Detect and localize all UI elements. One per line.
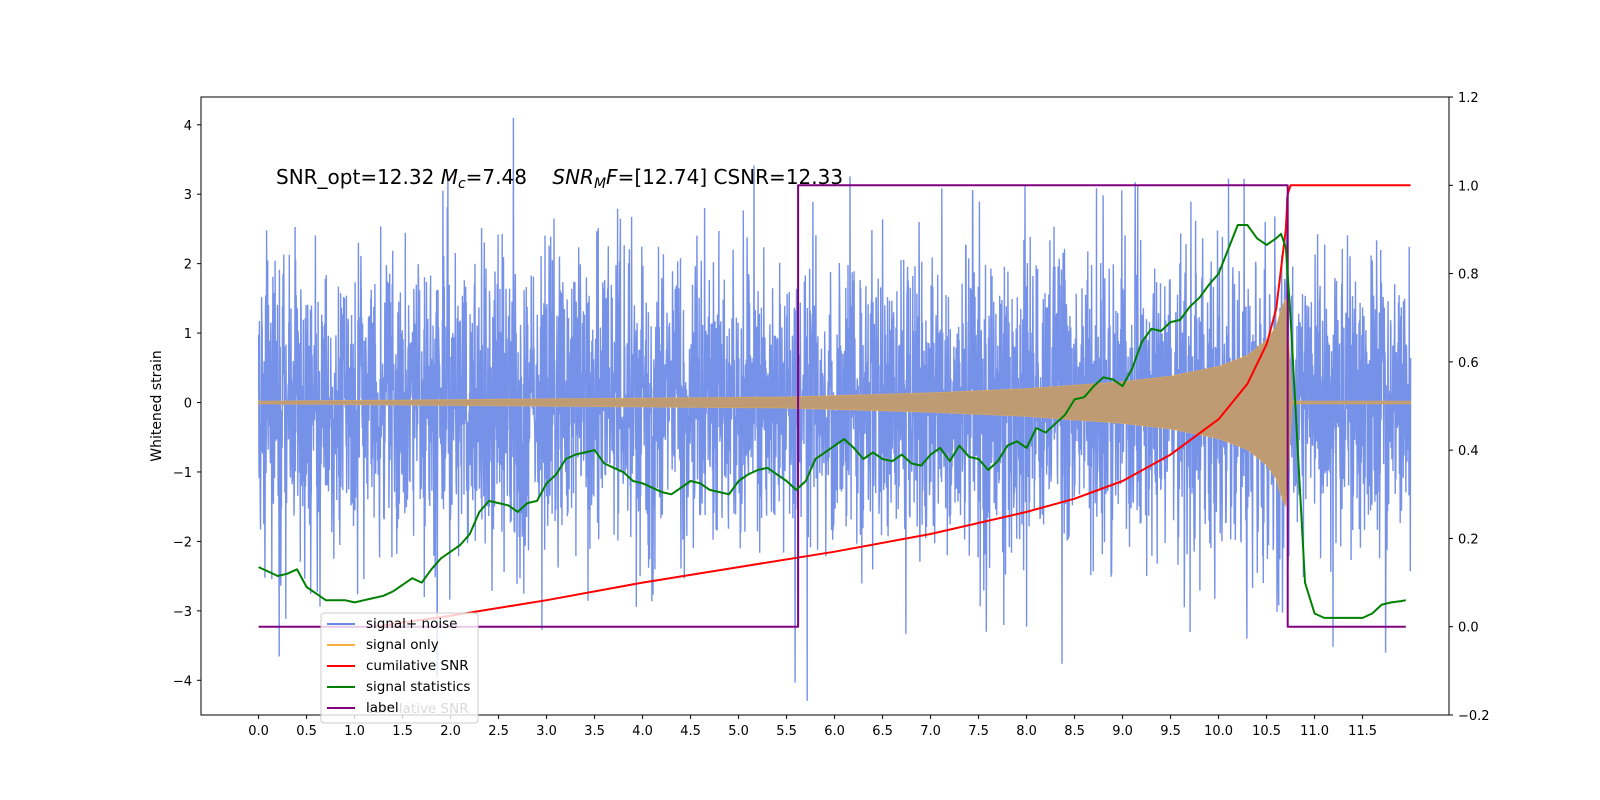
x-tick-label: 0.0 xyxy=(248,724,269,739)
x-tick-label: 5.5 xyxy=(776,724,797,739)
annotation-snr-f: F xyxy=(606,165,618,189)
y2-tick-label: 1.2 xyxy=(1458,91,1479,106)
x-axis: 0.0 0.5 1.0 1.5 2.0 2.5 3.0 3.5 4.0 4.5 5.0 5.5 6.0 6… xyxy=(248,715,1377,739)
plot-frame xyxy=(200,96,1450,716)
y2-tick-label: 1.0 xyxy=(1458,179,1479,194)
legend-label: signal statistics xyxy=(366,679,470,695)
x-tick-label: 2.0 xyxy=(440,724,461,739)
x-tick-label: 4.5 xyxy=(680,724,701,739)
x-tick-label: 1.0 xyxy=(344,724,365,739)
legend-label: label xyxy=(366,700,399,716)
y2-tick-label: 0.4 xyxy=(1458,444,1479,459)
series-label xyxy=(258,184,1406,628)
x-tick-label: 1.5 xyxy=(392,724,413,739)
x-tick-label: 6.0 xyxy=(824,724,845,739)
y2-tick-label: 0.6 xyxy=(1458,356,1479,371)
x-tick-label: 8.5 xyxy=(1064,724,1085,739)
series-cumilative-snr xyxy=(373,184,1411,628)
legend: signal+ noise signal only cumilative SNR si… xyxy=(320,612,479,724)
y-tick-label: −3 xyxy=(173,605,192,620)
y-axis-left: 4 3 2 1 0 −1 −2 −3 −4 xyxy=(173,119,201,689)
x-tick-label: 9.5 xyxy=(1160,724,1181,739)
x-tick-label: 5.0 xyxy=(728,724,749,739)
x-tick-label: 0.5 xyxy=(296,724,317,739)
y-tick-label: 2 xyxy=(184,258,192,273)
x-tick-label: 4.0 xyxy=(632,724,653,739)
x-tick-label: 3.0 xyxy=(536,724,557,739)
x-tick-label: 3.5 xyxy=(584,724,605,739)
legend-ghost-text: cumilative SNR xyxy=(366,701,469,717)
annotation-mc-value: =7.48 xyxy=(466,165,553,189)
y2-tick-label: −0.2 xyxy=(1458,709,1490,724)
x-tick-label: 10.0 xyxy=(1204,724,1233,739)
x-tick-label: 11.5 xyxy=(1348,724,1377,739)
series-signal-noise xyxy=(257,117,1412,701)
x-tick-label: 7.0 xyxy=(920,724,941,739)
x-tick-label: 9.0 xyxy=(1112,724,1133,739)
legend-label: signal only xyxy=(366,637,439,653)
x-tick-label: 7.5 xyxy=(968,724,989,739)
plot-area xyxy=(257,117,1412,701)
snr-annotation: SNR_opt=12.32 Mc=7.48 SNRMF=[12.74] CSNR… xyxy=(276,165,843,192)
y-tick-label: −1 xyxy=(173,466,192,481)
x-tick-label: 11.0 xyxy=(1300,724,1329,739)
x-tick-label: 8.0 xyxy=(1016,724,1037,739)
y-tick-label: 4 xyxy=(184,119,192,134)
legend-label: cumilative SNR xyxy=(366,658,469,674)
y2-tick-label: 0.8 xyxy=(1458,268,1479,283)
y-tick-label: −4 xyxy=(173,674,192,689)
annotation-mc-symbol: M xyxy=(441,165,458,189)
y2-tick-label: 0.0 xyxy=(1458,621,1479,636)
y-tick-label: 0 xyxy=(184,397,192,412)
legend-label: signal+ noise xyxy=(366,616,457,632)
y-axis-right: 1.2 1.0 0.8 0.6 0.4 0.2 0.0 −0.2 xyxy=(1449,91,1490,724)
y-tick-label: −2 xyxy=(173,535,192,550)
annotation-snr-opt: SNR_opt=12.32 xyxy=(276,165,441,189)
y2-tick-label: 0.2 xyxy=(1458,532,1479,547)
y-tick-label: 3 xyxy=(184,188,192,203)
annotation-mc-subscript: c xyxy=(458,176,466,192)
y-axis-label: Whitened strain xyxy=(149,350,165,461)
annotation-snr-subscript: M xyxy=(594,176,606,192)
x-tick-label: 10.5 xyxy=(1252,724,1281,739)
series-signal-statistics xyxy=(258,224,1406,619)
annotation-csnr: =[12.74] CSNR=12.33 xyxy=(618,165,844,189)
legend-box xyxy=(320,612,479,724)
annotation-snr-symbol: SNR xyxy=(552,165,594,189)
x-tick-label: 6.5 xyxy=(872,724,893,739)
y-tick-label: 1 xyxy=(184,327,192,342)
x-tick-label: 2.5 xyxy=(488,724,509,739)
series-signal-only xyxy=(258,298,1411,507)
